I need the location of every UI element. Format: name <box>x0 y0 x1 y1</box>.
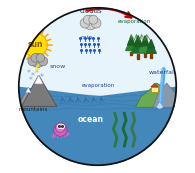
Polygon shape <box>146 42 156 53</box>
Text: *: * <box>39 73 43 82</box>
Bar <box>144 53 146 57</box>
Circle shape <box>31 54 45 67</box>
Text: *: * <box>29 76 33 85</box>
Text: *: * <box>35 69 39 78</box>
Circle shape <box>83 15 98 30</box>
Polygon shape <box>34 75 43 84</box>
Polygon shape <box>132 38 145 53</box>
Text: mountains: mountains <box>19 107 48 112</box>
Circle shape <box>31 54 39 62</box>
Circle shape <box>28 57 37 66</box>
Bar <box>137 54 139 59</box>
Polygon shape <box>139 38 151 52</box>
Text: clouds: clouds <box>79 8 102 14</box>
Text: sun: sun <box>27 40 43 49</box>
Polygon shape <box>21 75 57 106</box>
Polygon shape <box>134 36 142 46</box>
Circle shape <box>80 18 90 28</box>
Text: waterfall: waterfall <box>149 70 176 75</box>
Circle shape <box>83 15 92 24</box>
Polygon shape <box>148 40 154 48</box>
Polygon shape <box>136 83 177 111</box>
Bar <box>130 52 132 55</box>
Text: snow: snow <box>50 64 66 69</box>
Circle shape <box>89 15 98 24</box>
Text: evaporation: evaporation <box>82 83 115 88</box>
Polygon shape <box>126 38 137 51</box>
Polygon shape <box>26 87 31 93</box>
Polygon shape <box>156 102 163 109</box>
Text: *: * <box>31 72 35 81</box>
Text: rain: rain <box>80 35 92 40</box>
Polygon shape <box>141 36 149 46</box>
Polygon shape <box>128 36 135 45</box>
Circle shape <box>38 57 48 66</box>
Circle shape <box>54 123 67 136</box>
Text: ocean: ocean <box>78 115 104 124</box>
Polygon shape <box>18 87 43 106</box>
Polygon shape <box>153 83 177 107</box>
Circle shape <box>55 123 65 132</box>
Polygon shape <box>18 86 177 166</box>
Text: *: * <box>26 69 30 78</box>
Circle shape <box>23 33 47 57</box>
Polygon shape <box>151 83 158 87</box>
Circle shape <box>36 54 45 62</box>
Bar <box>150 54 152 58</box>
Circle shape <box>18 7 177 166</box>
Bar <box>152 87 158 92</box>
Circle shape <box>91 18 101 28</box>
Text: evaporation: evaporation <box>118 19 151 24</box>
